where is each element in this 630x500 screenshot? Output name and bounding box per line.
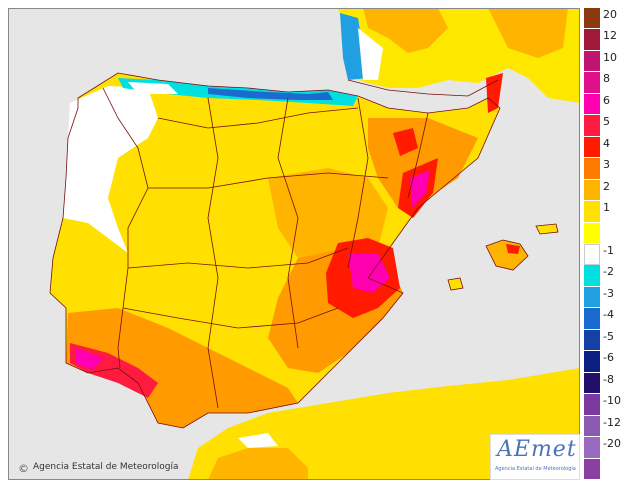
legend-label: 6 [603, 93, 610, 107]
france-orange [363, 8, 448, 53]
legend-label: 10 [603, 50, 617, 64]
border-line-3 [127, 247, 349, 269]
legend-label: 4 [603, 136, 610, 150]
legend-swatch [584, 72, 600, 94]
aragon-red-zone [393, 128, 418, 156]
legend-label: 3 [603, 158, 610, 172]
border-line-8 [407, 112, 429, 199]
region-borders [49, 72, 559, 429]
legend-label: 8 [603, 72, 610, 86]
northwest-white-zone [63, 86, 158, 263]
legend-swatch [584, 244, 600, 266]
legend-label: -20 [603, 437, 621, 451]
legend-label: -2 [603, 265, 614, 279]
legend-swatch [584, 415, 600, 438]
legend-swatch [584, 458, 600, 480]
portugal-yellow [53, 218, 128, 303]
legend-label: -1 [603, 244, 614, 257]
portugal-border [102, 87, 149, 369]
mallorca-outline [485, 239, 529, 271]
legend-swatch [584, 50, 600, 73]
legend-swatch [584, 437, 600, 459]
border-line-6 [277, 97, 299, 349]
legend-swatch [584, 179, 600, 202]
map-credit: Agencia Estatal de Meteorología [33, 462, 179, 472]
cantabrian-white [128, 82, 178, 94]
aemet-logo: AEmet Agencia Estatal de Meteorología [490, 434, 580, 480]
menorca-outline [535, 223, 559, 235]
peninsula-outline [49, 72, 501, 429]
border-line-4 [122, 307, 339, 329]
legend-label: -6 [603, 351, 614, 365]
legend-label: -3 [603, 286, 614, 300]
logo-subtitle: Agencia Estatal de Meteorología [495, 466, 576, 472]
cantabrian-blue [208, 88, 333, 100]
legend-label: -5 [603, 329, 614, 343]
map-border [8, 8, 580, 480]
copyright-icon: © [18, 462, 29, 475]
legend-swatch [584, 372, 600, 395]
border-line-5 [207, 97, 219, 409]
legend-swatch [584, 158, 600, 180]
legend-swatch [584, 136, 600, 159]
legend-swatch [584, 222, 600, 244]
catalonia-red-coast [486, 73, 503, 113]
france-spain-border [347, 79, 499, 97]
border-line-7 [347, 97, 369, 269]
legend-label: -10 [603, 394, 621, 408]
legend-label: 20 [603, 8, 617, 21]
color-legend: 20 12 10 8 6 5 4 3 2 1 -1 -2 -3 -4 -5 -6 -8 -10 -12 -20 [584, 8, 630, 480]
algarve-pink-zone [76, 348, 103, 370]
legend-swatch [584, 201, 600, 223]
france-cool-zone [340, 13, 368, 80]
logo-wordmark: AEmet [497, 437, 577, 462]
legend-swatch [584, 93, 600, 116]
ibiza-island [448, 278, 463, 290]
france-white-zone [358, 28, 383, 80]
legend-swatch [584, 308, 600, 330]
legend-swatch [584, 265, 600, 287]
legend-label: 1 [603, 201, 610, 215]
legend-swatch [584, 394, 600, 416]
anomaly-map [8, 8, 580, 480]
legend-swatch [584, 351, 600, 373]
legend-swatch [584, 8, 600, 30]
legend-swatch [584, 329, 600, 352]
legend-label: -4 [603, 308, 614, 322]
legend-label: 5 [603, 115, 610, 129]
legend-label: 12 [603, 29, 617, 43]
legend-label: -12 [603, 415, 621, 429]
mallorca-red [506, 244, 520, 254]
menorca-island [536, 224, 558, 234]
border-line-1 [157, 107, 359, 129]
castellon-magenta-zone [410, 170, 430, 208]
legend-swatch [584, 29, 600, 51]
legend-swatch [584, 115, 600, 137]
legend-label: -8 [603, 372, 614, 386]
africa-orange [208, 448, 308, 480]
france-orange-2 [488, 8, 568, 58]
border-line-2 [148, 172, 389, 189]
south-orange-zone [66, 308, 298, 428]
legend-swatch [584, 286, 600, 309]
legend-label: 2 [603, 179, 610, 193]
africa-white [238, 433, 278, 448]
ibiza-outline [447, 277, 464, 291]
